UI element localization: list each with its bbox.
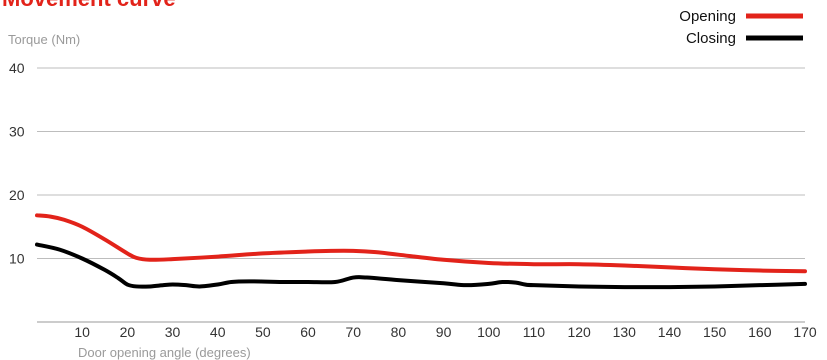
x-tick-label-160: 160 [748,324,772,340]
x-tick-label-130: 130 [613,324,637,340]
y-tick-label-20: 20 [9,187,25,203]
y-tick-label-10: 10 [9,251,25,267]
gridlines [37,67,805,323]
y-tick-label-30: 30 [9,124,25,140]
series-line-closing [35,242,807,290]
chart-title: Movement curve [2,0,176,11]
legend: Opening Closing [679,8,803,47]
x-tick-label-40: 40 [210,324,226,340]
x-tick-labels: 10 20 30 40 50 60 70 80 90 100 110 120 130 140 150 160 1… [74,324,817,340]
y-axis-label: Torque (Nm) [8,32,80,47]
series-lines [35,213,807,290]
y-tick-label-40: 40 [9,60,25,76]
x-tick-label-50: 50 [255,324,271,340]
legend-label-opening: Opening [679,8,736,25]
x-axis-label: Door opening angle (degrees) [78,345,251,360]
x-tick-label-70: 70 [345,324,361,340]
x-tick-label-10: 10 [74,324,90,340]
x-tick-label-100: 100 [477,324,501,340]
x-tick-label-90: 90 [436,324,452,340]
x-tick-label-140: 140 [658,324,682,340]
x-tick-label-20: 20 [120,324,136,340]
x-tick-label-120: 120 [567,324,591,340]
x-tick-label-80: 80 [391,324,407,340]
y-tick-labels: 10 20 30 40 [9,60,25,267]
x-tick-label-170: 170 [793,324,817,340]
series-line-opening [35,213,807,274]
x-tick-label-30: 30 [165,324,181,340]
x-tick-label-110: 110 [523,324,546,340]
legend-label-closing: Closing [686,30,736,47]
x-tick-label-150: 150 [703,324,727,340]
x-tick-label-60: 60 [300,324,316,340]
